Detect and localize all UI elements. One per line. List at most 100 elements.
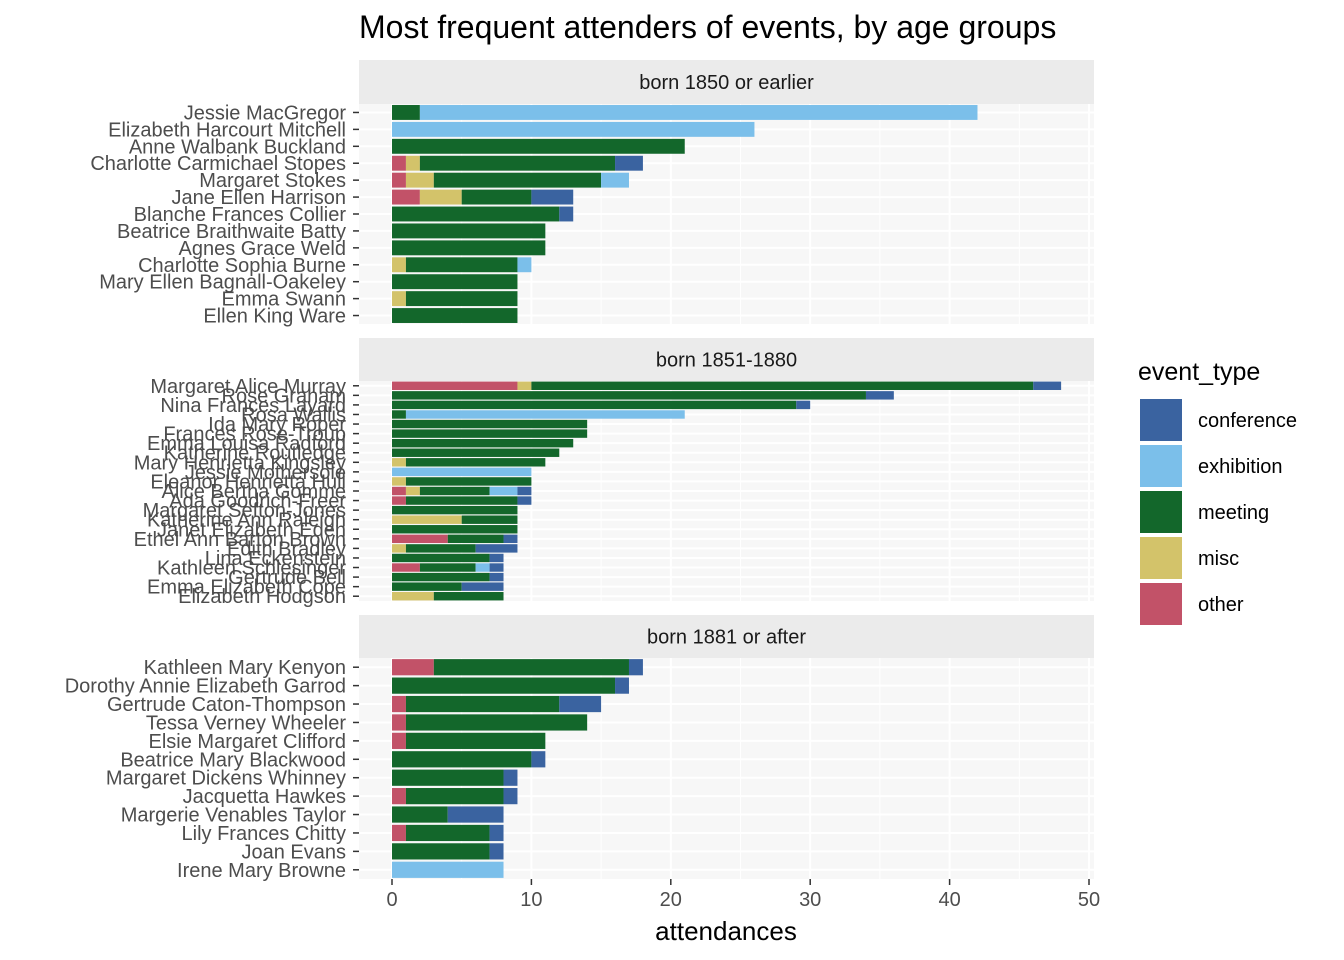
bar-segment-exhibition xyxy=(517,257,532,273)
y-tick-label: Ada Goodrich-Freer xyxy=(169,491,346,513)
y-tick-label: Ethel Ann Barton Brown xyxy=(134,529,346,551)
bar-segment-meeting xyxy=(392,206,560,222)
facet-strip xyxy=(359,60,1094,104)
legend-label: conference xyxy=(1198,410,1297,432)
facet-strip-label: born 1881 or after xyxy=(647,627,806,649)
facet-panel: born 1850 or earlier Jessie MacGregorEliz… xyxy=(90,60,1094,328)
bar-segment-meeting xyxy=(392,448,560,457)
y-tick-label: Blanche Frances Collier xyxy=(134,204,347,226)
y-tick-label: Elizabeth Harcourt Mitchell xyxy=(108,119,346,141)
bar-segment-conference xyxy=(517,496,532,505)
y-tick-label: Tessa Verney Wheeler xyxy=(146,712,346,734)
bar-segment-conference xyxy=(531,189,574,205)
bar-segment-meeting xyxy=(405,824,490,842)
panel-background xyxy=(359,658,1094,879)
bar-segment-meeting xyxy=(392,438,574,448)
y-tick-label: Kathleen Mary Kenyon xyxy=(144,657,346,679)
y-tick-label: Edith Bradley xyxy=(227,538,346,560)
bar-segment-exhibition xyxy=(419,105,978,120)
bar-segment-other xyxy=(392,563,420,572)
bar-segment-other xyxy=(392,486,406,496)
y-tick-label: Mary Henrietta Kingsley xyxy=(134,452,346,474)
bar-segment-meeting xyxy=(392,274,518,290)
bar-segment-conference xyxy=(1033,381,1062,390)
y-tick-label: Dorothy Annie Elizabeth Garrod xyxy=(65,676,346,698)
bar-segment-other xyxy=(392,659,434,676)
legend-key-meeting xyxy=(1140,491,1182,533)
bar-segment-exhibition xyxy=(392,467,532,477)
y-tick-label: Rose Graham xyxy=(222,385,347,407)
bar-segment-other xyxy=(392,496,406,505)
bar-segment-misc xyxy=(392,291,406,307)
bar-segment-meeting xyxy=(392,308,518,323)
bar-segment-meeting xyxy=(392,391,866,400)
bar-segment-misc xyxy=(405,155,420,171)
bar-segment-conference xyxy=(489,572,504,582)
bar-segment-meeting xyxy=(405,496,518,505)
bar-segment-meeting xyxy=(405,257,518,273)
y-tick-label: Emma Swann xyxy=(222,289,347,311)
bar-segment-meeting xyxy=(392,410,406,419)
bar-segment-meeting xyxy=(392,572,490,582)
bar-segment-meeting xyxy=(419,563,476,572)
bar-segment-conference xyxy=(503,788,518,805)
bar-segment-meeting xyxy=(405,714,588,731)
bar-segment-conference xyxy=(628,659,643,676)
bar-segment-meeting xyxy=(392,769,504,786)
y-tick-label: Charlotte Sophia Burne xyxy=(138,255,346,277)
legend-key-conference xyxy=(1140,399,1182,441)
bar-segment-meeting xyxy=(461,189,532,205)
y-tick-label: Charlotte Carmichael Stopes xyxy=(90,153,346,175)
bar-segment-other xyxy=(392,189,420,205)
y-tick-label: Ida Mary Roper xyxy=(208,414,346,436)
bar-segment-meeting xyxy=(405,477,532,486)
bar-segment-conference xyxy=(559,695,602,713)
x-axis-title: attendances xyxy=(655,916,797,946)
bar-segment-meeting xyxy=(392,105,420,120)
bar-segment-misc xyxy=(392,544,406,553)
y-tick-label: Alice Bertha Gomme xyxy=(161,481,346,503)
bar-segment-meeting xyxy=(405,291,518,307)
y-tick-label: Kathleen Schlesinger xyxy=(157,558,346,580)
bar-segment-other xyxy=(392,381,518,390)
bar-segment-misc xyxy=(405,172,434,188)
y-tick-label: Mary Ellen Bagnall-Oakeley xyxy=(99,272,346,294)
y-tick-label: Janet Elizabeth Eden xyxy=(157,519,346,541)
bar-segment-meeting xyxy=(392,843,490,860)
y-tick-label: Lily Frances Chitty xyxy=(182,823,347,845)
bar-segment-meeting xyxy=(461,515,518,524)
bar-segment-conference xyxy=(517,486,532,496)
y-tick-label: Irene Mary Browne xyxy=(177,860,346,882)
y-tick-label: Joan Evans xyxy=(241,841,346,863)
y-tick-label: Jessie MacGregor xyxy=(184,102,347,124)
y-tick-label: Margaret Dickens Whinney xyxy=(106,768,346,790)
y-tick-label: Jessie Mothersole xyxy=(185,462,346,484)
x-tick-label: 50 xyxy=(1078,889,1100,911)
x-tick-label: 30 xyxy=(799,889,821,911)
bar-segment-meeting xyxy=(433,172,602,188)
legend-key-misc xyxy=(1140,537,1182,579)
facet-strip-label: born 1850 or earlier xyxy=(639,72,814,94)
legend-label: exhibition xyxy=(1198,456,1283,478)
bar-segment-other xyxy=(392,534,448,544)
facet-panel: born 1881 or after Kathleen Mary KenyonDo… xyxy=(65,615,1094,882)
y-tick-label: Margaret Stokes xyxy=(199,170,346,192)
bar-segment-conference xyxy=(489,563,504,572)
y-tick-label: Elizabeth Hodgson xyxy=(178,586,346,608)
bar-segment-conference xyxy=(475,544,518,553)
bar-segment-misc xyxy=(517,381,532,390)
bar-segment-meeting xyxy=(405,732,546,749)
x-tick-label: 10 xyxy=(520,889,542,911)
bar-segment-exhibition xyxy=(601,172,629,188)
bar-segment-meeting xyxy=(392,677,616,694)
bar-segment-meeting xyxy=(392,806,448,823)
x-axis: 0 10 20 30 40 50 xyxy=(386,879,1100,911)
x-tick-label: 40 xyxy=(938,889,960,911)
facet-strip-label: born 1851-1880 xyxy=(656,350,797,372)
legend-label: other xyxy=(1198,594,1244,616)
bar-segment-meeting xyxy=(433,592,504,601)
bar-segment-other xyxy=(392,155,406,171)
bar-segment-conference xyxy=(489,824,504,842)
bar-segment-meeting xyxy=(405,458,546,467)
